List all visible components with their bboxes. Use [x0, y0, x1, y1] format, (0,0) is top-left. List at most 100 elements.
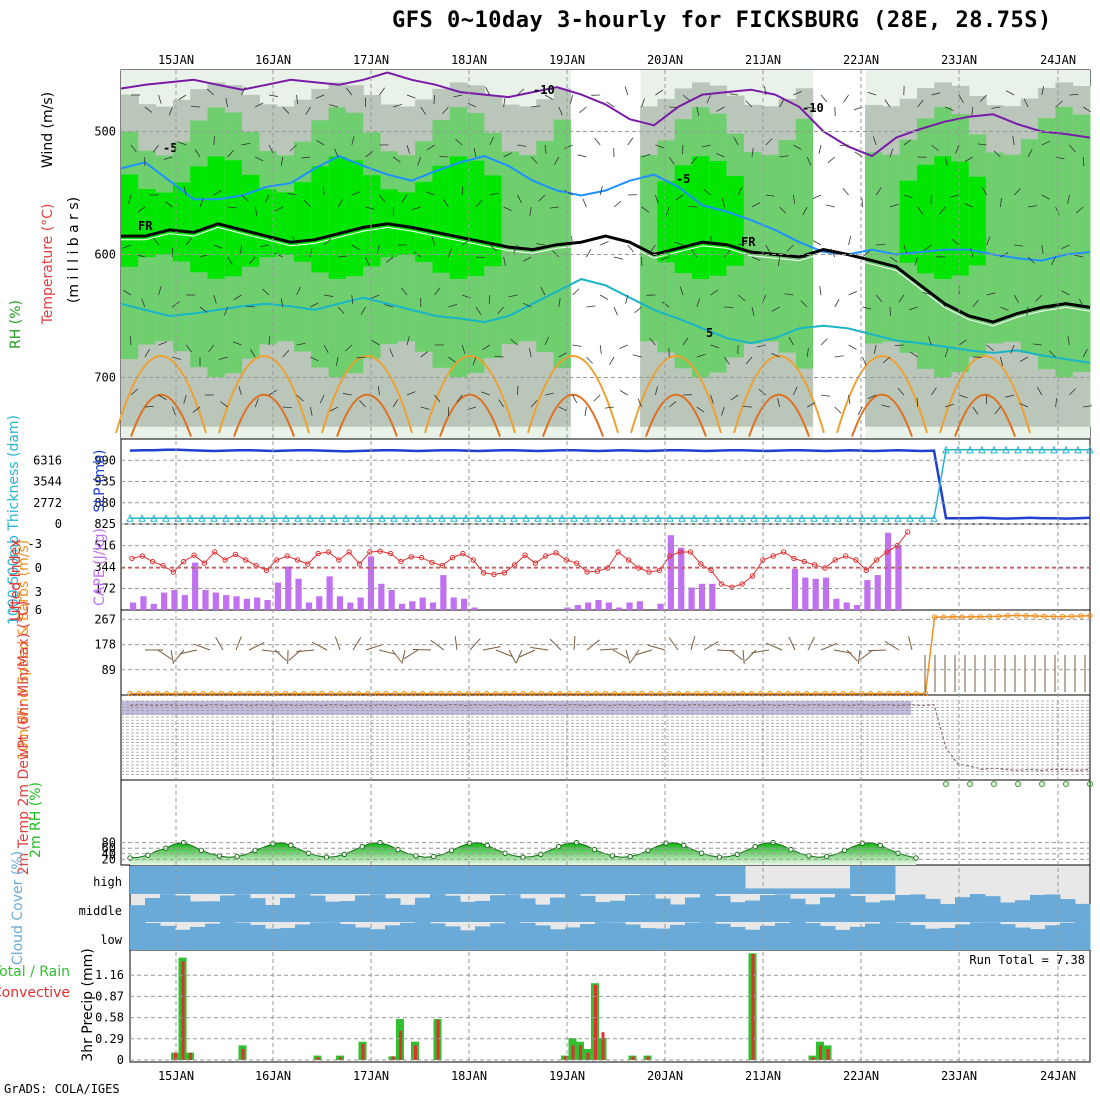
rh2m-tick-label: 60: [102, 841, 116, 855]
wind-barb: [889, 148, 894, 158]
wind-barb: [944, 348, 949, 358]
lifted-index-marker: [522, 552, 528, 558]
wind-barb: [158, 341, 168, 346]
cloud-cover-bar: [670, 924, 686, 950]
wind-speed-marker: [538, 690, 545, 697]
cloud-cover-bar: [325, 901, 341, 922]
wind-speed-marker: [584, 690, 590, 697]
lifted-index-marker: [305, 561, 311, 567]
wind-speed-marker: [904, 690, 910, 697]
rh2m-marker: [645, 847, 651, 854]
surface-wind-barb: [469, 638, 481, 651]
wind-speed-marker: [895, 690, 901, 697]
surface-wind-barb: [635, 649, 653, 656]
wind-barb: [1035, 294, 1043, 302]
thickness-marker: [354, 514, 362, 522]
wind-speed-marker: [557, 690, 563, 697]
thickness-marker: [126, 514, 134, 522]
surface-wind-barb: [515, 649, 523, 664]
lifted-index-marker: [181, 558, 187, 565]
lifted-index-marker: [429, 559, 435, 566]
cloud-cover-bar: [940, 927, 956, 950]
wind-barb: [993, 150, 1001, 158]
precip-convective-bar: [564, 1056, 567, 1060]
wind-barb: [779, 206, 787, 214]
cloud-cover-bar: [865, 866, 881, 894]
cloud-cover-bar: [205, 901, 221, 922]
surface-wind-barb: [630, 649, 640, 663]
thickness-marker: [1062, 445, 1070, 454]
cloud-cover-bar: [400, 922, 416, 950]
lifted-index-marker: [212, 549, 218, 555]
rh-saturated-band: [224, 160, 243, 277]
cloud-cover-bar: [1015, 900, 1031, 922]
wind-barb: [540, 286, 546, 296]
wind-barb: [192, 406, 201, 413]
wind-barb: [274, 206, 283, 212]
cape-bar: [864, 580, 871, 610]
surface-wind-barb: [391, 649, 402, 663]
wind-barb: [950, 194, 960, 198]
wind-barb: [867, 91, 877, 96]
cape-bar: [585, 602, 592, 610]
cloud-cover-bar: [955, 897, 971, 922]
cloud-cover-bar: [985, 922, 1001, 950]
precip-tick-label: 0.29: [95, 1032, 124, 1046]
wind-speed-marker: [374, 690, 380, 697]
cloud-level-label: middle: [79, 904, 122, 918]
wind-barb: [365, 256, 370, 266]
wind-speed-marker: [913, 690, 919, 697]
rh-saturated-band: [934, 156, 953, 280]
wind-speed-marker: [447, 690, 453, 697]
rh-saturated-band: [207, 156, 226, 279]
warm-contour-inner: [954, 393, 1016, 437]
surface-wind-barb: [403, 649, 419, 660]
wind-barb: [577, 154, 587, 158]
wind-barb: [517, 385, 519, 396]
lifted-index-marker: [274, 557, 280, 563]
rh2m-tick-label: 20: [102, 852, 116, 866]
rh-saturated-band: [155, 192, 174, 255]
wind-speed-marker: [1078, 613, 1084, 619]
cloud-axis-label: Cloud Cover (%): [10, 851, 26, 965]
rh2m-marker: [198, 847, 205, 854]
wind-barb: [544, 144, 547, 154]
thickness-marker: [1014, 445, 1022, 454]
thickness-marker: [342, 514, 350, 522]
wind-barb: [316, 140, 325, 146]
wind-barb: [765, 138, 773, 146]
lifted-index-tick-label: 0: [35, 561, 42, 575]
wind-barb: [668, 156, 675, 165]
cape-bar: [450, 597, 457, 610]
cloud-cover-bar: [520, 866, 536, 894]
wind-barb: [1055, 156, 1065, 160]
wind-speed-marker: [1059, 613, 1066, 620]
wind-barb: [296, 94, 298, 104]
cape-bar: [233, 596, 240, 610]
thickness-marker: [1038, 445, 1046, 454]
precip-convective-bar: [414, 1045, 417, 1060]
cloud-cover-bar: [745, 929, 761, 950]
wind-speed-marker: [1005, 612, 1011, 619]
surface-wind-barb: [846, 649, 858, 662]
wind-barb: [268, 144, 274, 154]
wind-speed-marker: [191, 690, 197, 697]
wind-barb: [1026, 306, 1029, 316]
precip-convective-bar: [571, 1045, 575, 1060]
precip-convective-bar: [646, 1056, 650, 1060]
wind-barb: [875, 294, 883, 303]
wind-barb: [177, 141, 187, 146]
wind-speed-marker: [383, 690, 389, 697]
wind-speed-marker: [593, 690, 599, 697]
rh2m-marker: [698, 850, 705, 856]
cloud-cover-bar: [715, 895, 731, 922]
rh-saturated-band: [363, 175, 382, 267]
wind-speed-marker: [346, 690, 353, 697]
contour-label: FR: [741, 235, 756, 249]
wind-barb: [1048, 350, 1056, 358]
rh-saturated-band: [190, 166, 209, 273]
cloud-cover-bar: [655, 866, 671, 894]
wind-barb: [482, 344, 491, 351]
wind-barb: [282, 106, 290, 114]
